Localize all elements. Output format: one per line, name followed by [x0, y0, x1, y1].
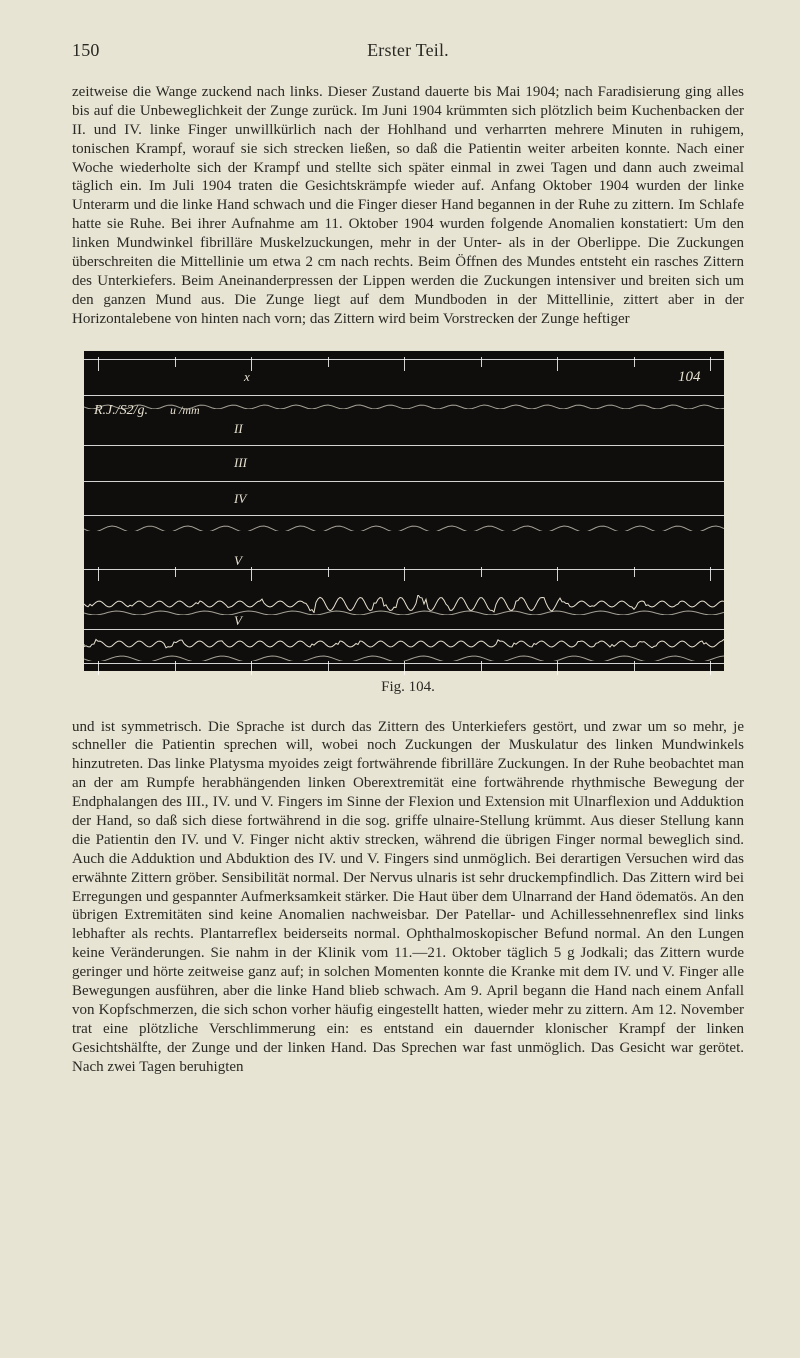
figure-axis-line — [84, 395, 724, 396]
figure-label: u /mm — [170, 403, 200, 418]
figure-tick — [557, 357, 558, 371]
figure-trace — [84, 521, 724, 531]
figure-tick — [175, 661, 176, 671]
figure-axis-line — [84, 515, 724, 516]
page: 150 Erster Teil. zeitweise die Wange zuc… — [0, 0, 800, 1358]
figure-tick — [404, 567, 405, 581]
figure-tick — [557, 661, 558, 675]
figure-label: V — [234, 613, 242, 629]
section-title: Erster Teil. — [72, 40, 744, 61]
figure-tick — [404, 357, 405, 371]
figure-104: x104R.J./S2/g.u /mmIIIIIIVVV — [84, 351, 724, 671]
figure-tick — [251, 567, 252, 581]
figure-tick — [175, 567, 176, 577]
figure-tick — [328, 661, 329, 671]
figure-tick — [481, 357, 482, 367]
figure-tick — [481, 567, 482, 577]
figure-tick — [98, 661, 99, 675]
figure-tick — [557, 567, 558, 581]
figure-tick — [175, 357, 176, 367]
figure-axis-line — [84, 445, 724, 446]
figure-caption: Fig. 104. — [72, 679, 744, 696]
figure-tick — [710, 357, 711, 371]
paragraph-1: zeitweise die Wange zuckend nach links. … — [72, 83, 744, 329]
figure-label: 104 — [678, 369, 701, 386]
figure-tick — [328, 567, 329, 577]
page-header: 150 Erster Teil. — [72, 40, 744, 61]
figure-tick — [251, 357, 252, 371]
figure-axis-line — [84, 481, 724, 482]
figure-tick — [98, 567, 99, 581]
figure-tick — [481, 661, 482, 671]
figure-label: x — [244, 369, 250, 385]
figure-tick — [710, 661, 711, 675]
figure-tick — [251, 661, 252, 675]
figure-tick — [634, 567, 635, 577]
figure-label: R.J./S2/g. — [94, 403, 148, 419]
figure-tick — [710, 567, 711, 581]
figure-tremor-trace — [84, 595, 724, 613]
figure-tick — [328, 357, 329, 367]
paragraph-2: und ist symmetrisch. Die Sprache ist dur… — [72, 718, 744, 1077]
figure-axis-line — [84, 629, 724, 630]
figure-tick — [634, 661, 635, 671]
figure-label: II — [234, 421, 243, 437]
figure-label: IV — [234, 491, 246, 507]
figure-label: III — [234, 455, 247, 471]
figure-tick — [98, 357, 99, 371]
figure-label: V — [234, 553, 242, 569]
figure-tremor-trace — [84, 635, 724, 653]
figure-tick — [404, 661, 405, 675]
figure-tick — [634, 357, 635, 367]
